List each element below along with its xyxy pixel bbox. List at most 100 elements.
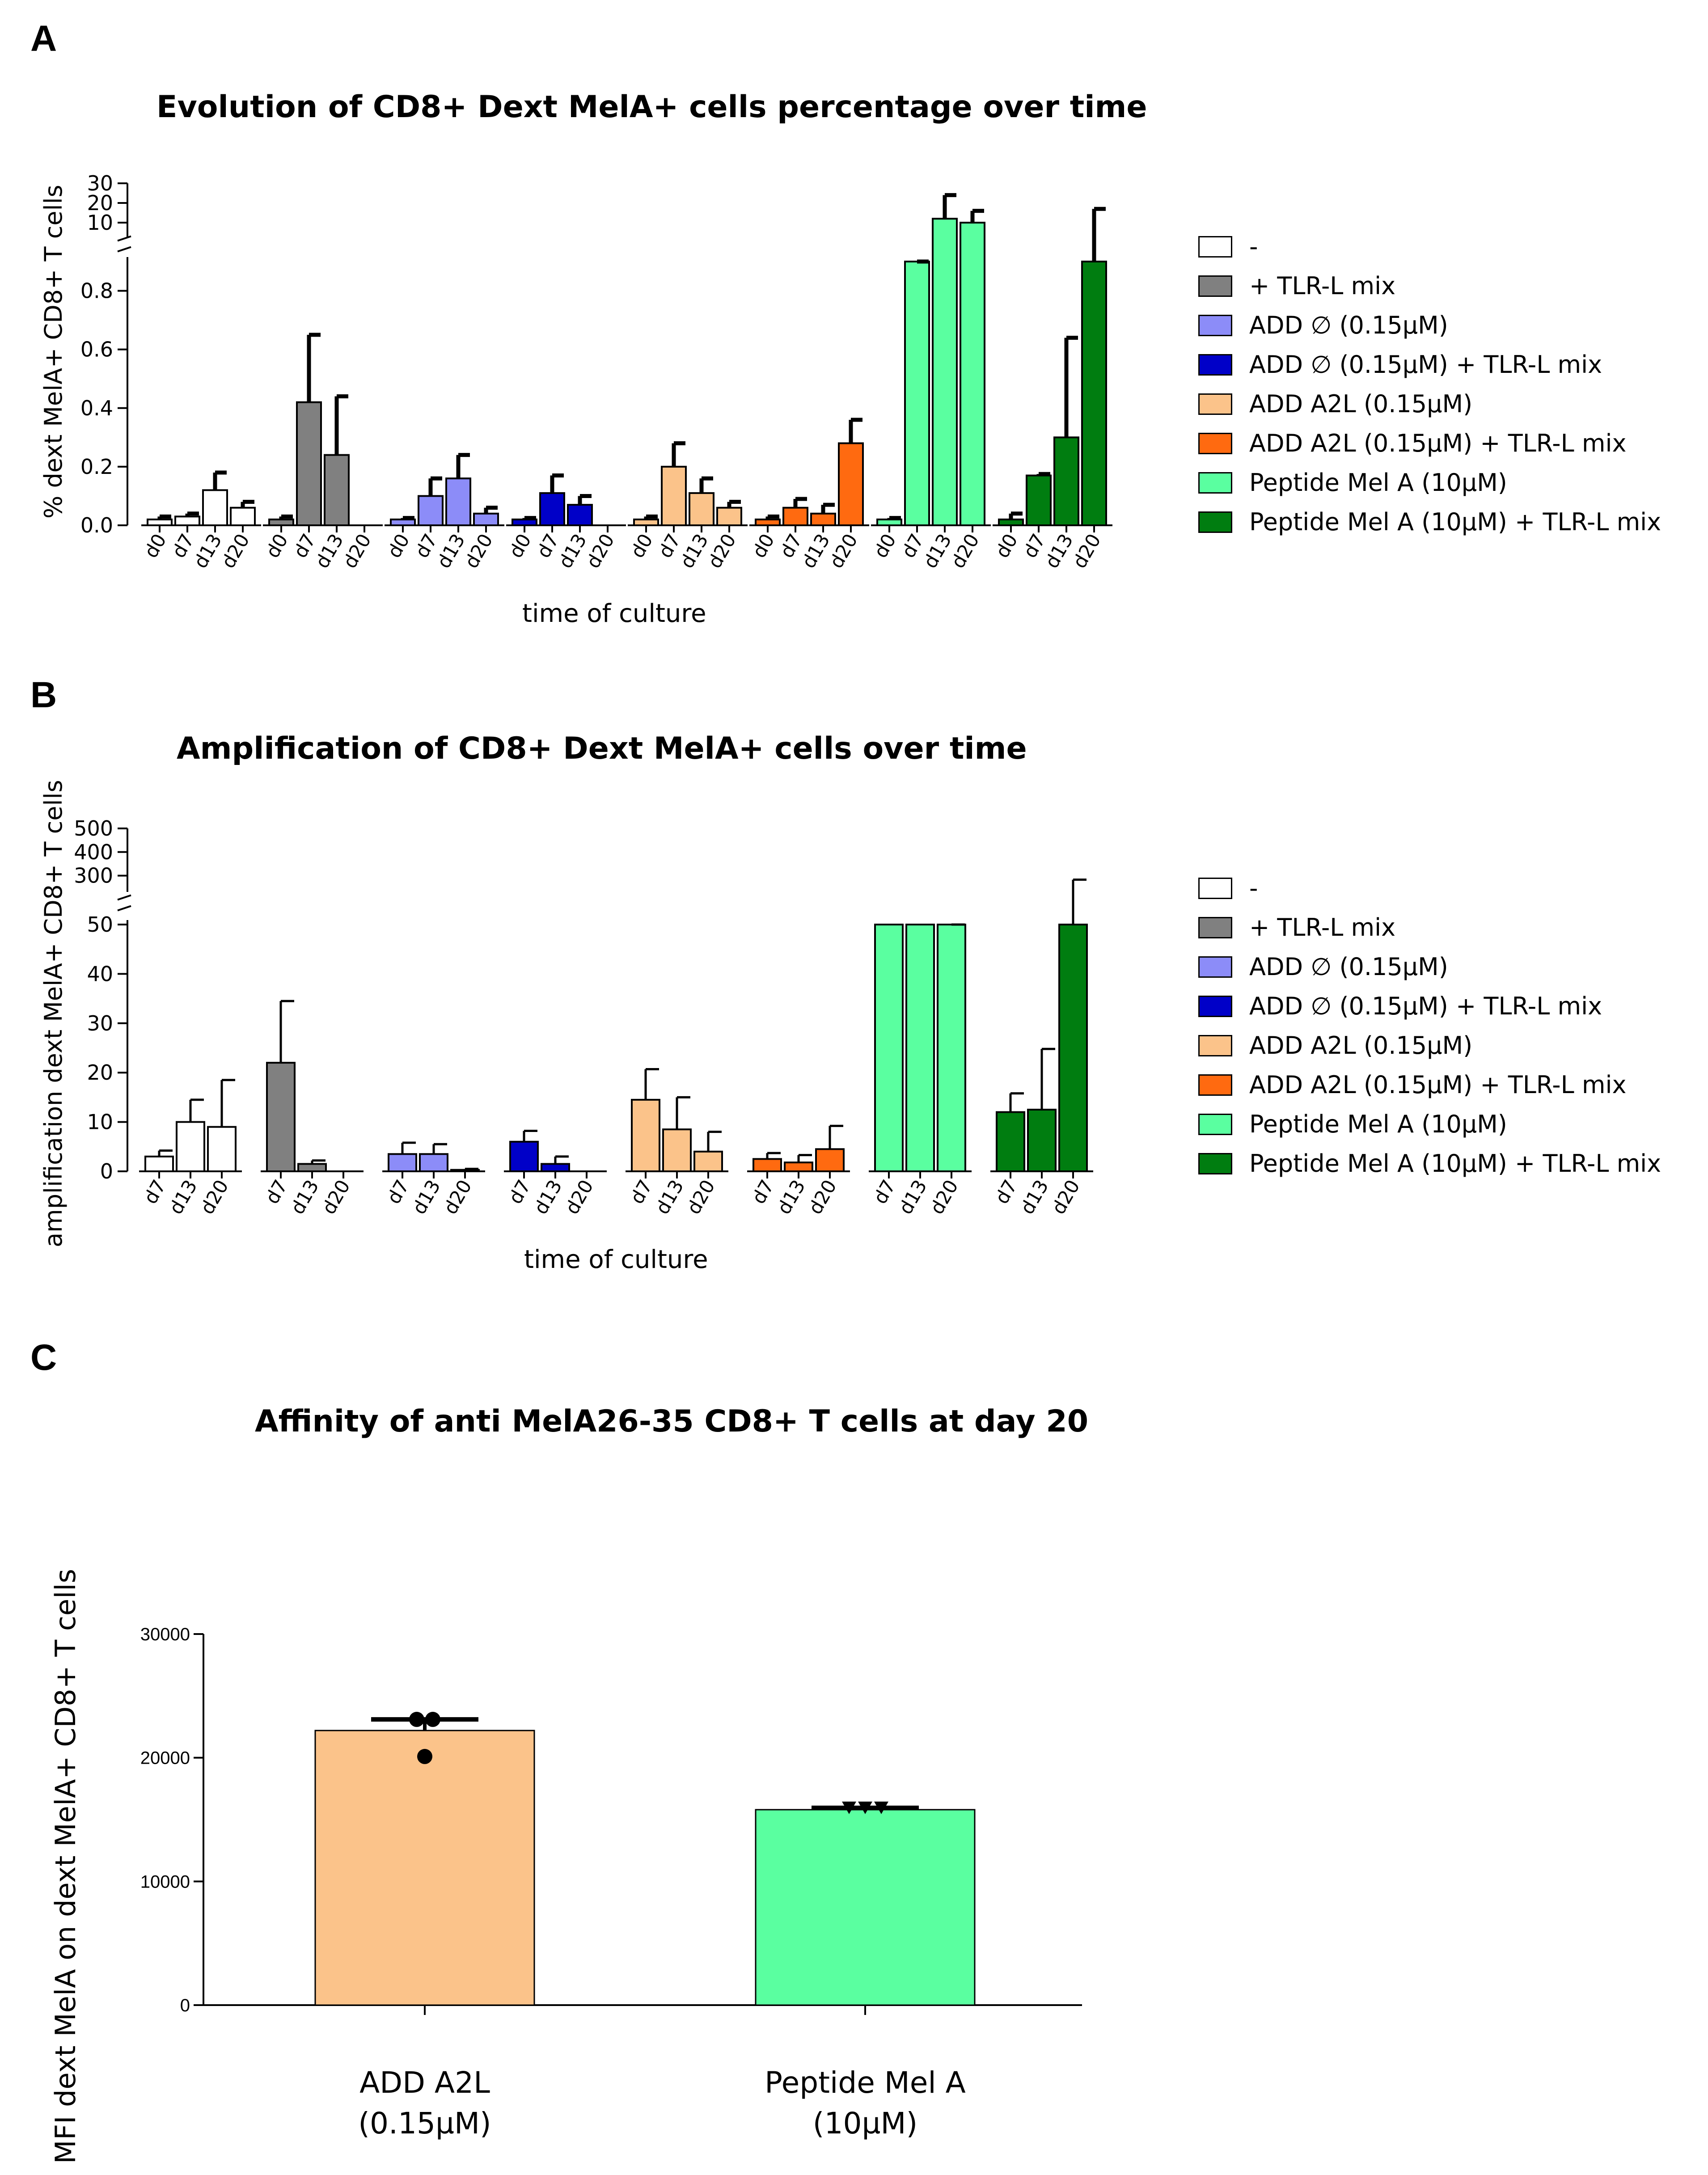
chart-a-x-tick-label: d13 xyxy=(676,530,712,572)
chart-a-bar xyxy=(904,261,930,526)
chart-a-bar xyxy=(932,218,958,526)
chart-c-category-2: Peptide Mel A (10µM) xyxy=(691,2065,1040,2141)
chart-b-bar xyxy=(297,1163,327,1172)
chart-b-bar xyxy=(1027,1109,1057,1172)
chart-a-x-tick-label: d13 xyxy=(1040,530,1077,572)
chart-c-data-point xyxy=(425,1711,440,1727)
chart-a-x-tick-label: d13 xyxy=(189,530,226,572)
chart-a-x-tick-label: d20 xyxy=(703,530,740,572)
legend-swatch xyxy=(1198,314,1232,336)
chart-b-x-tick-label: d7 xyxy=(383,1176,414,1208)
chart-c-y-tick-label: 20000 xyxy=(140,1748,190,1768)
chart-a-x-tick-label: d20 xyxy=(217,530,254,572)
chart-a-axis-break-mark xyxy=(117,235,131,242)
chart-a-y-tick-label: 0.6 xyxy=(80,338,113,362)
legend-item: ADD A2L (0.15µM) xyxy=(1198,390,1472,418)
chart-a-y-tick-label: 0.0 xyxy=(80,513,113,537)
chart-b-x-tick-label: d20 xyxy=(682,1176,719,1218)
legend-label: ADD ∅ (0.15µM) xyxy=(1249,311,1448,339)
legend-item: Peptide Mel A (10µM) + TLR-L mix xyxy=(1198,508,1661,536)
chart-a-bar xyxy=(838,442,864,527)
chart-a-bar xyxy=(202,489,228,527)
chart-b-x-tick-label: d7 xyxy=(869,1176,900,1208)
chart-b-y-tick-label: 20 xyxy=(87,1060,113,1085)
chart-b-bar xyxy=(815,1148,845,1173)
chart-c-y-tick-label: 10000 xyxy=(140,1872,190,1892)
chart-b-axis-break-mark xyxy=(117,894,131,901)
chart-a-bar xyxy=(445,477,471,526)
legend-swatch xyxy=(1198,432,1232,454)
chart-b-x-tick-label: d7 xyxy=(140,1176,170,1208)
chart-b-x-tick-label: d7 xyxy=(504,1176,535,1208)
chart-b-bar xyxy=(541,1163,570,1172)
legend-item: + TLR-L mix xyxy=(1198,913,1395,942)
legend-label: + TLR-L mix xyxy=(1249,913,1396,942)
chart-a-bar xyxy=(810,512,836,527)
legend-label: ADD ∅ (0.15µM) xyxy=(1249,953,1448,981)
chart-b-y-tick-label: 500 xyxy=(74,816,113,840)
chart-b-x-tick-label: d20 xyxy=(317,1176,354,1218)
legend-label: - xyxy=(1249,874,1258,902)
legend-swatch xyxy=(1198,1074,1232,1096)
chart-a-bar xyxy=(1081,261,1107,526)
chart-b-x-tick-label: d20 xyxy=(926,1176,962,1218)
chart-c-title: Affinity of anti MelA26-35 CD8+ T cells … xyxy=(255,1404,1089,1439)
chart-b-bar xyxy=(784,1161,813,1172)
legend-swatch xyxy=(1198,877,1232,899)
chart-a-x-tick-label: d0 xyxy=(748,530,779,562)
chart-a-bar xyxy=(876,518,902,527)
chart-b-y-tick-label: 0 xyxy=(100,1159,113,1183)
chart-b-x-tick-label: d20 xyxy=(804,1176,841,1218)
chart-b-x-tick-label: d13 xyxy=(894,1176,931,1218)
legend-swatch xyxy=(1198,1153,1232,1174)
legend-swatch xyxy=(1198,393,1232,415)
chart-a-bar xyxy=(512,518,537,527)
legend-item: ADD ∅ (0.15µM) xyxy=(1198,953,1448,981)
legend-swatch xyxy=(1198,472,1232,494)
chart-b-y-tick-label: 50 xyxy=(87,912,113,937)
legend-label: Peptide Mel A (10µM) xyxy=(1249,469,1507,497)
chart-a-bar xyxy=(567,504,593,526)
chart-c-category-1-line1: ADD A2L xyxy=(359,2065,490,2100)
legend-label: - xyxy=(1249,232,1258,261)
chart-b-bar xyxy=(631,1098,660,1172)
chart-a-bar xyxy=(755,518,781,527)
chart-a-x-tick-label: d13 xyxy=(311,530,347,572)
chart-a-bar xyxy=(960,222,985,526)
chart-b-y-tick-label: 30 xyxy=(87,1011,113,1035)
chart-a-bar xyxy=(539,492,565,527)
chart-b-x-tick-label: d13 xyxy=(1016,1176,1053,1218)
legend-item: Peptide Mel A (10µM) xyxy=(1198,1110,1507,1138)
chart-a-x-tick-label: d20 xyxy=(1068,530,1105,572)
chart-a-y-tick-label: 30 xyxy=(87,171,113,195)
chart-a-title: Evolution of CD8+ Dext MelA+ cells perce… xyxy=(156,89,1147,125)
chart-b-bar xyxy=(509,1140,539,1173)
legend-item: Peptide Mel A (10µM) xyxy=(1198,469,1507,497)
legend-item: - xyxy=(1198,874,1258,902)
chart-b-bar xyxy=(1058,924,1088,1172)
legend-label: ADD A2L (0.15µM) xyxy=(1249,1031,1473,1060)
chart-a-y-tick-label: 0.8 xyxy=(80,279,113,303)
chart-b-bar xyxy=(753,1158,782,1172)
chart-a-bar xyxy=(230,507,256,526)
chart-c-bar xyxy=(755,1809,976,2006)
chart-a-x-tick-label: d0 xyxy=(383,530,414,562)
chart-b-bar xyxy=(207,1126,237,1172)
chart-b-y-tick-label: 10 xyxy=(87,1110,113,1134)
legend-swatch xyxy=(1198,354,1232,376)
chart-a-bar xyxy=(473,512,499,527)
chart-a-xlabel: time of culture xyxy=(522,599,706,628)
chart-b-y-tick-label: 40 xyxy=(87,962,113,986)
chart-a-bar xyxy=(147,518,173,527)
legend-swatch xyxy=(1198,236,1232,258)
chart-a-bar xyxy=(324,454,350,527)
chart-b-bar xyxy=(996,1111,1025,1173)
legend-item: ADD ∅ (0.15µM) xyxy=(1198,311,1448,339)
chart-b-x-tick-label: d7 xyxy=(991,1176,1022,1208)
chart-a-x-tick-label: d20 xyxy=(338,530,375,572)
chart-b-x-tick-label: d13 xyxy=(286,1176,323,1218)
chart-b-y-tick-label: 300 xyxy=(74,864,113,888)
chart-b-x-tick-label: d13 xyxy=(651,1176,688,1218)
panel-label-b: B xyxy=(30,675,57,715)
